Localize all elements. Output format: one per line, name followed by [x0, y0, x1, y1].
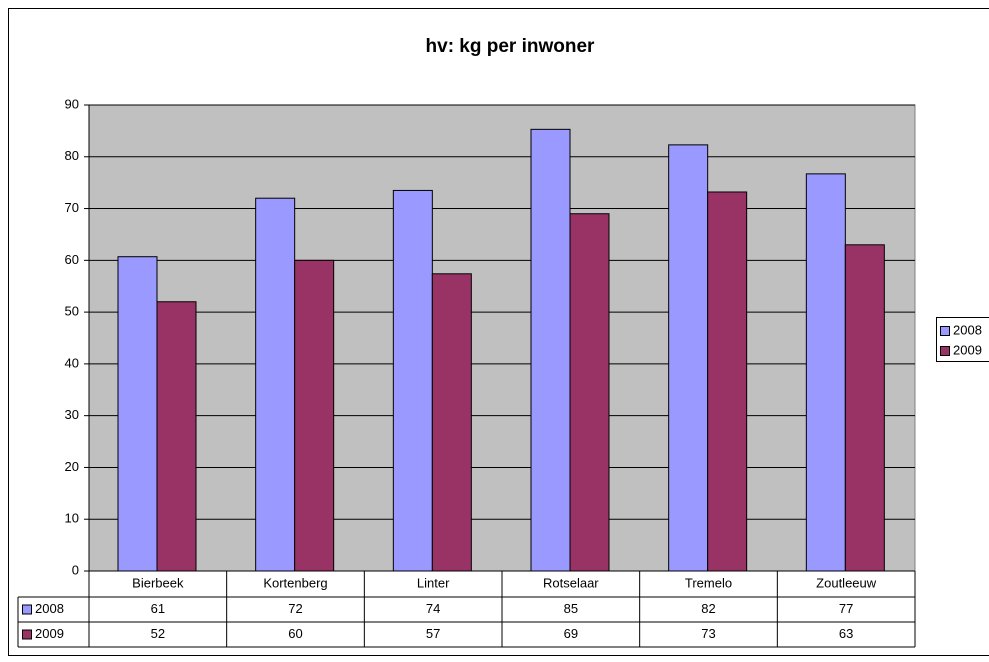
table-legend-key: [22, 629, 32, 640]
table-value: 77: [839, 601, 853, 616]
y-tick-label: 70: [65, 200, 79, 215]
bar: [805, 173, 846, 572]
y-tick-label: 20: [65, 459, 79, 474]
table-value: 72: [288, 601, 302, 616]
y-tick-label: 40: [65, 355, 79, 370]
table-value: 73: [701, 626, 715, 641]
y-tick-label: 30: [65, 407, 79, 422]
bar: [117, 256, 158, 572]
table-value: 85: [564, 601, 578, 616]
table-row-label: 2008: [35, 601, 64, 616]
y-tick-label: 10: [65, 511, 79, 526]
bar: [294, 259, 335, 572]
legend-key: [940, 346, 950, 356]
x-tick-label: Linter: [417, 575, 450, 590]
table-value: 82: [701, 601, 715, 616]
bar: [530, 128, 571, 572]
bar: [392, 189, 433, 572]
bar: [255, 197, 296, 572]
table-value: 74: [426, 601, 440, 616]
y-tick-label: 50: [65, 304, 79, 319]
table-value: 52: [151, 626, 165, 641]
table-row-label: 2009: [35, 626, 64, 641]
x-tick-label: Kortenberg: [263, 575, 327, 590]
table-legend-key: [22, 604, 32, 615]
bar: [569, 213, 610, 572]
table-value: 60: [288, 626, 302, 641]
bar: [844, 244, 885, 572]
x-tick-label: Zoutleeuw: [816, 575, 877, 590]
legend-label: 2009: [953, 342, 982, 357]
legend-label: 2008: [953, 322, 982, 337]
bar: [707, 191, 748, 572]
y-tick-label: 60: [65, 252, 79, 267]
y-tick-label: 80: [65, 148, 79, 163]
table-value: 69: [564, 626, 578, 641]
x-tick-label: Bierbeek: [132, 575, 184, 590]
y-tick-label: 0: [72, 562, 79, 577]
x-tick-label: Rotselaar: [543, 575, 599, 590]
table-value: 63: [839, 626, 853, 641]
bar: [156, 301, 197, 572]
x-tick-label: Tremelo: [685, 575, 732, 590]
bar: [668, 144, 709, 572]
bar: [431, 273, 472, 572]
table-value: 61: [151, 601, 165, 616]
y-tick-label: 90: [65, 96, 79, 111]
legend-key: [940, 326, 950, 336]
chart-title: hv: kg per inwoner: [426, 36, 596, 57]
plot-area: [88, 104, 916, 572]
table-value: 57: [426, 626, 440, 641]
